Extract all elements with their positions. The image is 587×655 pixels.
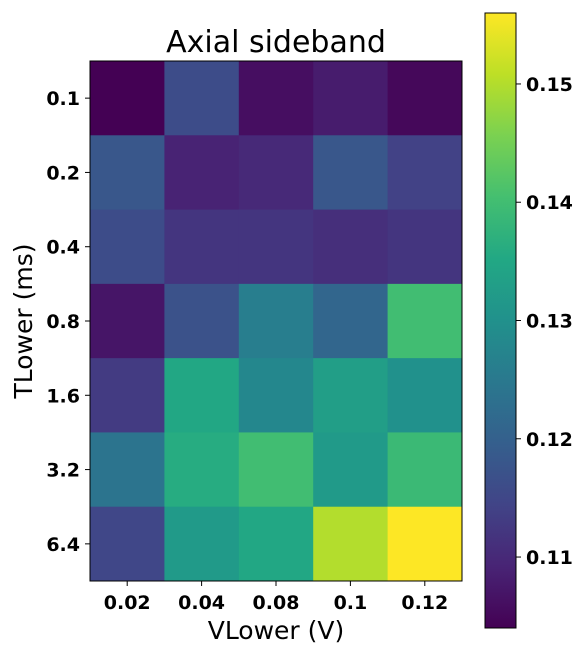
heatmap-cell xyxy=(90,61,165,136)
heatmap-cell xyxy=(164,432,240,508)
heatmap-cell xyxy=(238,506,314,582)
colorbar-tick-label: 0.15 xyxy=(526,74,573,96)
chart-title: Axial sideband xyxy=(166,25,386,60)
heatmap-cell xyxy=(164,135,240,211)
x-tick-label: 0.08 xyxy=(253,592,300,614)
heatmap-cell xyxy=(90,506,165,582)
heatmap-cell xyxy=(313,61,389,136)
heatmap-cell xyxy=(313,209,389,285)
heatmap-cell xyxy=(164,358,240,433)
colorbar-tick-label: 0.13 xyxy=(526,311,573,333)
x-axis-label: VLower (V) xyxy=(208,616,345,645)
y-tick-label: 0.1 xyxy=(46,88,80,110)
x-tick-label: 0.04 xyxy=(178,592,225,614)
heatmap-cell xyxy=(164,506,240,582)
y-tick-label: 0.4 xyxy=(46,237,80,259)
colorbar-tick-label: 0.11 xyxy=(526,547,573,569)
heatmap-cell xyxy=(313,135,389,211)
y-tick-label: 3.2 xyxy=(46,460,80,482)
y-tick-label: 1.6 xyxy=(46,385,80,407)
x-tick-label: 0.12 xyxy=(401,592,448,614)
heatmap-cell xyxy=(387,432,463,508)
colorbar-ticks: 0.11 0.12 0.13 0.14 0.15 xyxy=(516,74,573,569)
y-tick-label: 0.2 xyxy=(46,162,80,184)
heatmap-cell xyxy=(313,432,389,508)
colorbar-tick-label: 0.12 xyxy=(526,429,573,451)
heatmap-cell xyxy=(387,283,463,359)
heatmap-cell xyxy=(238,283,314,359)
heatmap-cell xyxy=(313,283,389,359)
heatmap-cell xyxy=(238,358,314,433)
heatmap-cell xyxy=(387,506,463,582)
x-tick-label: 0.1 xyxy=(334,592,368,614)
heatmap-cell xyxy=(164,209,240,285)
heatmap-cell xyxy=(90,209,165,285)
heatmap-cell xyxy=(90,358,165,433)
heatmap-cell xyxy=(90,135,165,211)
x-tick-label: 0.02 xyxy=(104,592,151,614)
heatmap-cell xyxy=(387,61,463,136)
heatmap-cell xyxy=(238,61,314,136)
heatmap-cell xyxy=(387,209,463,285)
heatmap-cell xyxy=(238,432,314,508)
colorbar-tick-label: 0.14 xyxy=(526,192,573,214)
y-axis-ticks: 0.1 0.2 0.4 0.8 1.6 3.2 6.4 xyxy=(46,88,90,556)
heatmap-cell xyxy=(387,358,463,433)
heatmap-cell xyxy=(313,358,389,433)
heatmap-cell xyxy=(164,283,240,359)
heatmap-cell xyxy=(387,135,463,211)
y-axis-label: TLower (ms) xyxy=(9,244,38,400)
heatmap-cell xyxy=(238,209,314,285)
heatmap-cell xyxy=(90,283,165,359)
heatmap-cell xyxy=(313,506,389,582)
heatmap-cell xyxy=(164,61,240,136)
y-tick-label: 6.4 xyxy=(46,534,80,556)
y-tick-label: 0.8 xyxy=(46,311,80,333)
x-axis-ticks: 0.02 0.04 0.08 0.1 0.12 xyxy=(104,581,448,614)
heatmap-cell xyxy=(90,432,165,508)
heatmap-cells xyxy=(90,61,463,582)
heatmap-cell xyxy=(238,135,314,211)
colorbar xyxy=(484,12,517,629)
